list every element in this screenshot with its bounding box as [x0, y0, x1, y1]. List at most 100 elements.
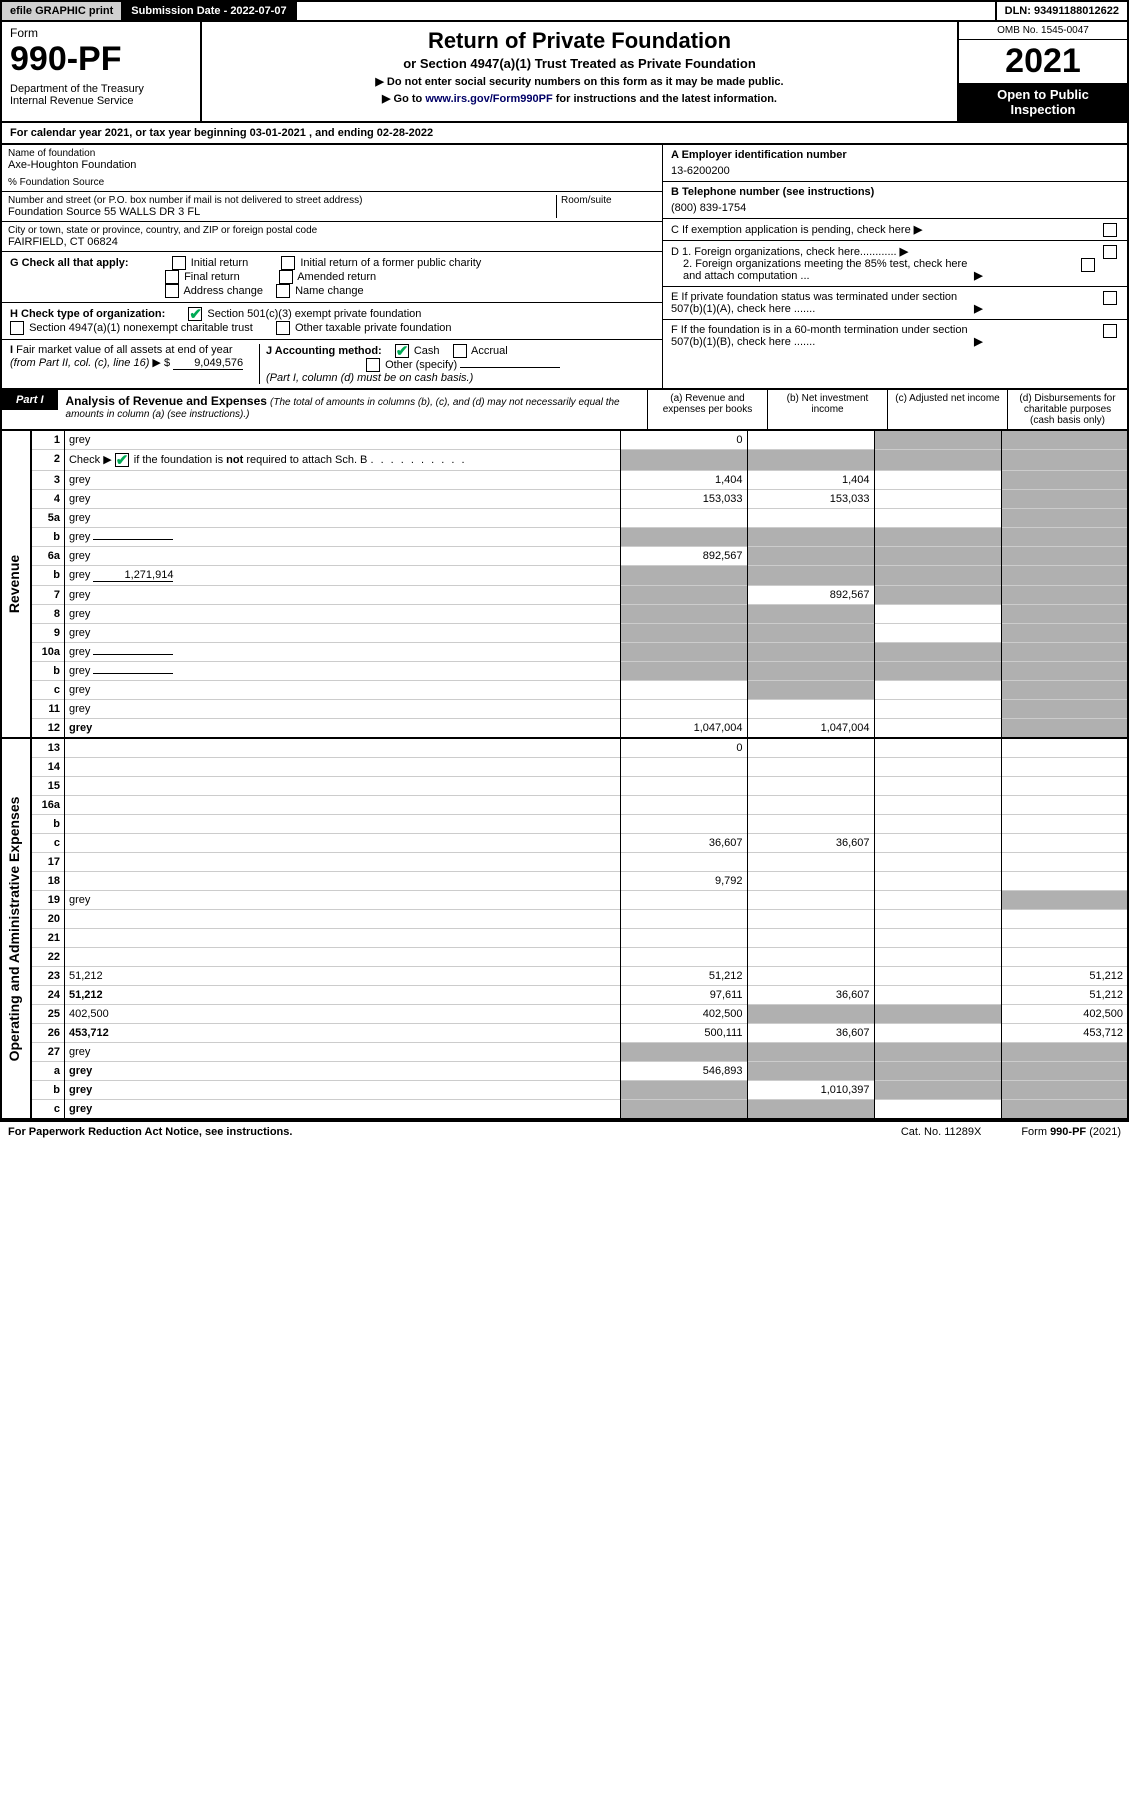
line-description [64, 929, 620, 948]
line-number: b [31, 566, 65, 586]
line-description: grey [64, 624, 620, 643]
street-address: Foundation Source 55 WALLS DR 3 FL [8, 206, 556, 218]
line-description: grey [64, 681, 620, 700]
cb-final-return[interactable] [165, 270, 179, 284]
cb-accrual[interactable] [453, 344, 467, 358]
line-description: 51,212 [64, 986, 620, 1005]
room-label: Room/suite [556, 195, 656, 218]
cb-foreign-org[interactable] [1103, 245, 1117, 259]
cb-other-method[interactable] [366, 358, 380, 372]
instructions-link[interactable]: www.irs.gov/Form990PF [425, 93, 552, 105]
table-row: 4grey153,033153,033 [1, 490, 1128, 509]
table-row: 8grey [1, 605, 1128, 624]
open-inspection: Open to Public Inspection [959, 83, 1127, 121]
name-label: Name of foundation [8, 148, 656, 159]
line-number: 10a [31, 643, 65, 662]
city-state-zip: FAIRFIELD, CT 06824 [8, 236, 656, 248]
catalog-number: Cat. No. 11289X [901, 1126, 982, 1138]
col-b-header: (b) Net investment income [767, 390, 887, 429]
line-description: Check ▶ if the foundation is not require… [64, 450, 620, 471]
table-row: 26453,712500,11136,607453,712 [1, 1024, 1128, 1043]
cb-501c3[interactable] [188, 307, 202, 321]
revenue-table: Revenue1grey02Check ▶ if the foundation … [0, 431, 1129, 739]
table-row: 25402,500402,500402,500 [1, 1005, 1128, 1024]
expenses-table: Operating and Administrative Expenses130… [0, 739, 1129, 1120]
table-row: 21 [1, 929, 1128, 948]
note-ssn: ▶ Do not enter social security numbers o… [208, 75, 951, 88]
city-label: City or town, state or province, country… [8, 225, 656, 236]
table-row: 27grey [1, 1043, 1128, 1062]
cb-cash[interactable] [395, 344, 409, 358]
addr-label: Number and street (or P.O. box number if… [8, 195, 556, 206]
col-a-header: (a) Revenue and expenses per books [647, 390, 767, 429]
table-row: Revenue1grey0 [1, 431, 1128, 450]
line-description [64, 796, 620, 815]
table-row: 17 [1, 853, 1128, 872]
line-number: 2 [31, 450, 65, 471]
table-row: 22 [1, 948, 1128, 967]
c-label: C If exemption application is pending, c… [671, 224, 911, 236]
table-row: 2351,21251,21251,212 [1, 967, 1128, 986]
table-row: 19grey [1, 891, 1128, 910]
table-row: bgrey [1, 662, 1128, 681]
line-number: 11 [31, 700, 65, 719]
form-header: Form 990-PF Department of the TreasuryIn… [0, 22, 1129, 123]
line-number: 6a [31, 547, 65, 566]
line-description: grey [64, 547, 620, 566]
cb-terminated[interactable] [1103, 291, 1117, 305]
line-description [64, 758, 620, 777]
line-number: b [31, 1081, 65, 1100]
line-description: 51,212 [64, 967, 620, 986]
line-number: 19 [31, 891, 65, 910]
line-description: 402,500 [64, 1005, 620, 1024]
table-row: bgrey1,010,397 [1, 1081, 1128, 1100]
cb-85-test[interactable] [1081, 258, 1095, 272]
table-row: 7grey892,567 [1, 586, 1128, 605]
line-description: grey [64, 431, 620, 450]
cb-other-taxable[interactable] [276, 321, 290, 335]
cb-4947[interactable] [10, 321, 24, 335]
line-description [64, 910, 620, 929]
line-number: 27 [31, 1043, 65, 1062]
line-description: grey [64, 490, 620, 509]
cb-amended[interactable] [279, 270, 293, 284]
side-label: Revenue [1, 431, 31, 738]
table-row: 15 [1, 777, 1128, 796]
top-bar: efile GRAPHIC print Submission Date - 20… [0, 0, 1129, 22]
line-description: grey [64, 700, 620, 719]
line-number: 13 [31, 739, 65, 758]
part1-header: Part I Analysis of Revenue and Expenses … [0, 390, 1129, 431]
line-number: 3 [31, 471, 65, 490]
table-row: 5agrey [1, 509, 1128, 528]
cb-address-change[interactable] [165, 284, 179, 298]
table-row: cgrey [1, 1100, 1128, 1120]
table-row: 20 [1, 910, 1128, 929]
form-word: Form [10, 26, 192, 40]
fmv-value: 9,049,576 [173, 357, 243, 370]
table-row: 10agrey [1, 643, 1128, 662]
line-number: 1 [31, 431, 65, 450]
table-row: 2451,21297,61136,60751,212 [1, 986, 1128, 1005]
phone-value: (800) 839-1754 [671, 202, 1119, 214]
d1-label: D 1. Foreign organizations, check here..… [671, 246, 897, 258]
line-number: 14 [31, 758, 65, 777]
line-description: grey [64, 586, 620, 605]
table-row: Operating and Administrative Expenses130 [1, 739, 1128, 758]
line-description: grey [64, 1081, 620, 1100]
dept-label: Department of the TreasuryInternal Reven… [10, 83, 192, 107]
line-number: b [31, 815, 65, 834]
line-number: 23 [31, 967, 65, 986]
cb-name-change[interactable] [276, 284, 290, 298]
table-row: 9grey [1, 624, 1128, 643]
cb-initial-return[interactable] [172, 256, 186, 270]
pra-notice: For Paperwork Reduction Act Notice, see … [8, 1126, 292, 1138]
cb-initial-former[interactable] [281, 256, 295, 270]
cb-exemption-pending[interactable] [1103, 223, 1117, 237]
side-label: Operating and Administrative Expenses [1, 739, 31, 1119]
line-number: 9 [31, 624, 65, 643]
line-number: 24 [31, 986, 65, 1005]
page-footer: For Paperwork Reduction Act Notice, see … [0, 1120, 1129, 1142]
table-row: cgrey [1, 681, 1128, 700]
line-description: grey [64, 509, 620, 528]
cb-60-month[interactable] [1103, 324, 1117, 338]
